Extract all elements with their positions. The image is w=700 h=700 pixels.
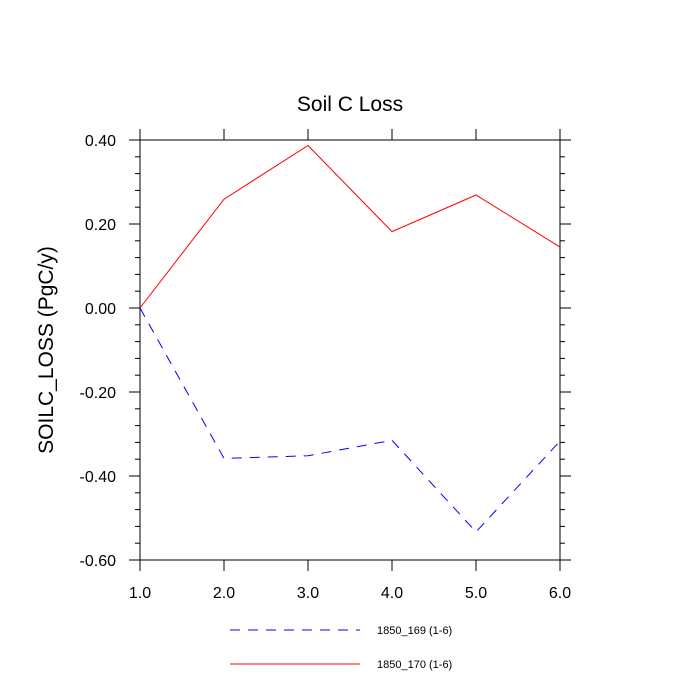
y-axis-label: SOILC_LOSS (PgC/y) xyxy=(35,246,58,454)
plot-border xyxy=(139,139,561,561)
series-layer xyxy=(139,144,561,533)
plot-frame xyxy=(139,139,561,561)
x-tick-label: 6.0 xyxy=(549,585,571,602)
y-tick-label: 0.40 xyxy=(85,133,116,150)
legend-label-2: 1850_170 (1-6) xyxy=(377,659,452,671)
chart-title: Soil C Loss xyxy=(297,93,403,116)
tick-labels: 1.0 2.0 3.0 4.0 5.0 6.0 -0.60 -0.40 -0.20 0.00 0.2… xyxy=(80,133,572,602)
major-ticks xyxy=(129,129,571,571)
y-tick-label: -0.20 xyxy=(80,385,117,402)
x-tick-label: 2.0 xyxy=(213,585,235,602)
y-tick-label: 0.00 xyxy=(85,301,116,318)
legend-label-1: 1850_169 (1-6) xyxy=(377,625,452,637)
x-tick-label: 5.0 xyxy=(465,585,487,602)
minor-ticks xyxy=(135,156,565,544)
y-tick-label: -0.40 xyxy=(80,469,117,486)
x-tick-label: 4.0 xyxy=(381,585,403,602)
x-tick-label: 1.0 xyxy=(129,585,151,602)
y-tick-label: 0.20 xyxy=(85,217,116,234)
series-line-2 xyxy=(139,144,561,309)
y-tick-label: -0.60 xyxy=(80,553,117,570)
x-tick-label: 3.0 xyxy=(297,585,319,602)
legend: 1850_169 (1-6) 1850_170 (1-6) xyxy=(230,625,452,671)
series-line-1 xyxy=(139,307,561,533)
